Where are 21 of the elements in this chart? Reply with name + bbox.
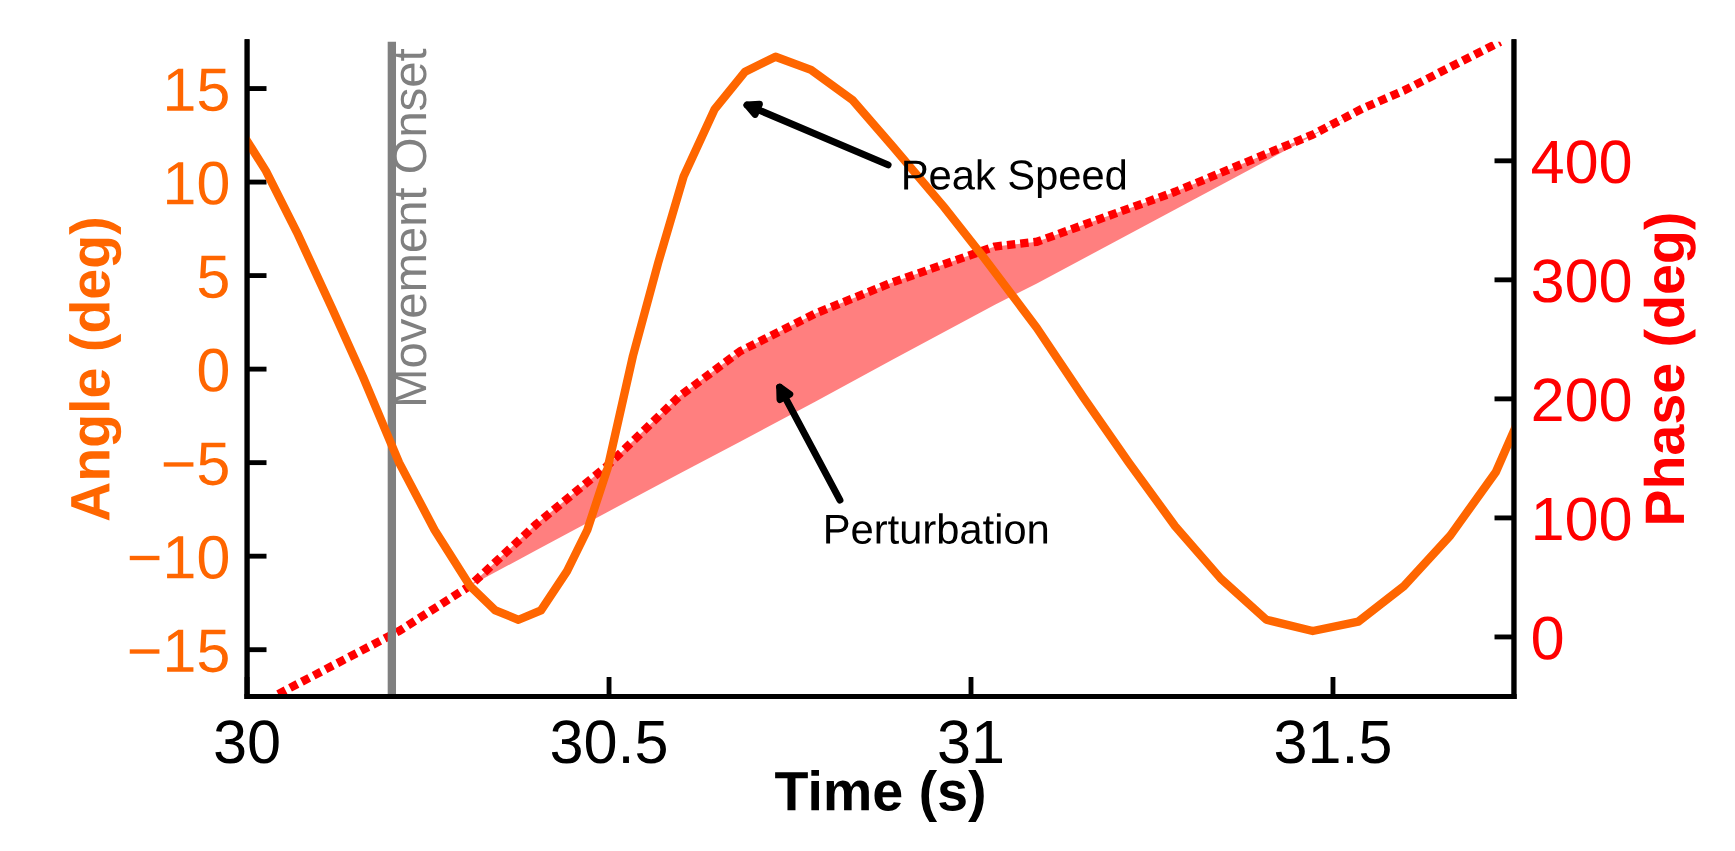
- y2-tick-label: 0: [1533, 616, 1563, 660]
- y-tick-label: −10: [129, 535, 229, 579]
- y-tick-label: 0: [198, 348, 229, 392]
- y-tick-label: −5: [163, 442, 228, 486]
- y2-tick-label: 100: [1535, 497, 1631, 541]
- x-tick-label: 31: [939, 720, 1003, 764]
- x-tick-label: 31.5: [1275, 720, 1390, 764]
- y-tick-label: −15: [129, 629, 228, 673]
- annotation: Perturbation: [826, 513, 1048, 544]
- y-axis-title: Angle (deg): [69, 219, 122, 521]
- y2-tick-label: 200: [1533, 378, 1631, 422]
- y-tick-label: 15: [167, 68, 228, 112]
- y-tick-label: 5: [198, 255, 228, 299]
- ref-line-label: Movement Onset: [393, 48, 427, 404]
- y2-tick-label: 300: [1532, 259, 1631, 303]
- x-tick-label: 30.5: [551, 720, 666, 764]
- y2-tick-label: 400: [1532, 140, 1631, 184]
- x-axis-title: Time (s): [775, 770, 984, 822]
- y-tick-label: 10: [167, 161, 229, 205]
- y2-axis-title: Phase (deg): [1643, 214, 1696, 523]
- x-tick-label: 30: [215, 720, 279, 764]
